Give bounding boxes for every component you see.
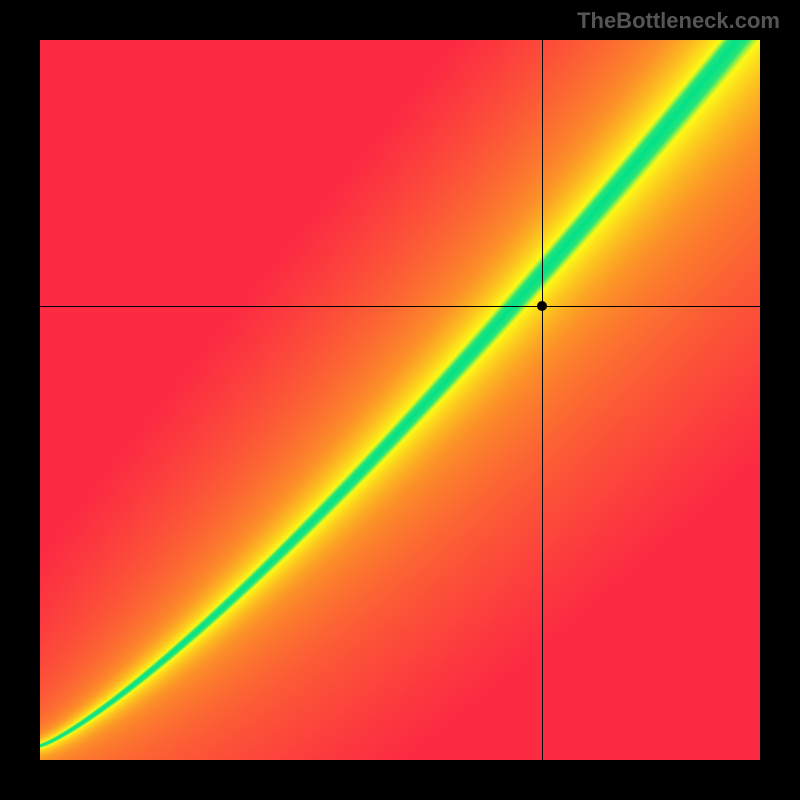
crosshair-vertical xyxy=(542,40,543,760)
heatmap-canvas xyxy=(40,40,760,760)
plot-area xyxy=(40,40,760,760)
crosshair-horizontal xyxy=(40,306,760,307)
crosshair-marker xyxy=(537,301,547,311)
watermark-text: TheBottleneck.com xyxy=(577,8,780,34)
